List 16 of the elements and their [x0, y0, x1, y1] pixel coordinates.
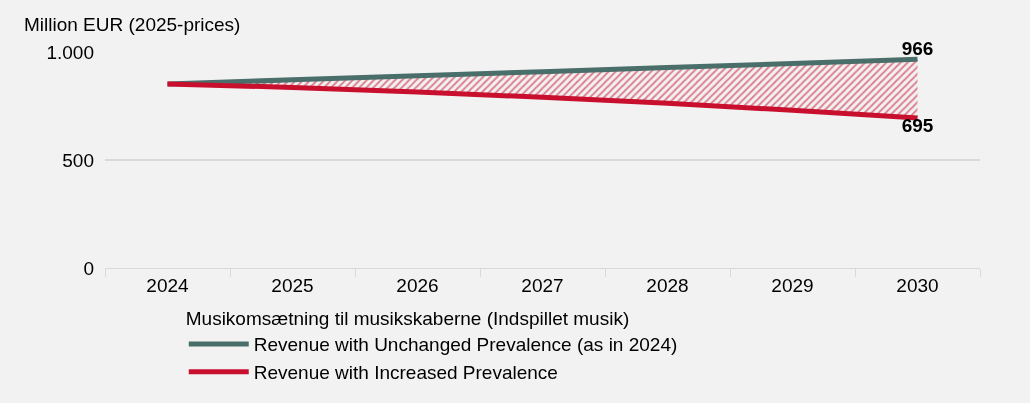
legend-label: Revenue with Unchanged Prevalence (as in 2024) [253, 334, 678, 356]
data-label: 966 [901, 37, 934, 59]
y-tick-label: 0 [83, 257, 94, 279]
legend-label: Revenue with Increased Prevalence [253, 362, 558, 384]
y-tick-label: 1.000 [46, 41, 94, 63]
y-tick-label: 500 [62, 149, 94, 171]
x-tick-label: 2028 [646, 274, 689, 296]
x-tick-label: 2024 [146, 274, 190, 296]
y-axis-title: Million EUR (2025-prices) [24, 14, 241, 35]
data-label: 695 [901, 115, 934, 137]
x-tick-label: 2026 [396, 274, 439, 296]
x-tick-label: 2027 [521, 274, 564, 296]
legend-title: Musikomsætning til musikskaberne (Indspillet musik) [185, 308, 630, 330]
x-tick-label: 2030 [896, 274, 939, 296]
x-tick-label: 2029 [771, 274, 814, 296]
x-tick-label: 2025 [271, 274, 314, 296]
